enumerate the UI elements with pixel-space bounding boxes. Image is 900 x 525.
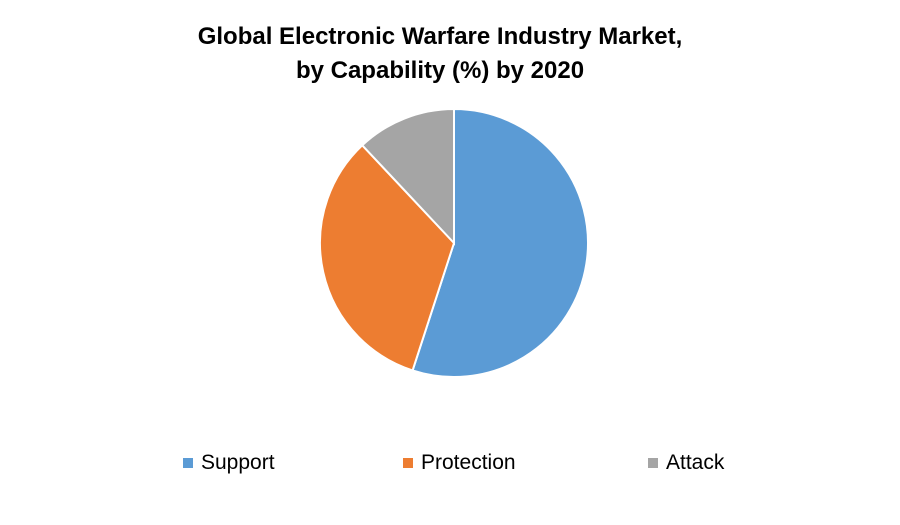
legend-item-support: Support — [183, 450, 275, 476]
legend-swatch-protection — [403, 458, 413, 468]
chart-title-line-1: Global Electronic Warfare Industry Marke… — [197, 23, 683, 50]
chart-legend: Support Protection Attack — [0, 450, 900, 476]
chart-title-line-2: by Capability (%) by 2020 — [295, 57, 585, 84]
legend-item-protection: Protection — [403, 450, 516, 476]
legend-item-attack: Attack — [648, 450, 724, 476]
chart-title: Global Electronic Warfare Industry Marke… — [0, 20, 880, 88]
legend-swatch-support — [183, 458, 193, 468]
legend-label-protection: Protection — [421, 451, 516, 474]
pie-slice-protection — [319, 143, 456, 372]
pie-slice-support — [411, 107, 589, 378]
legend-label-attack: Attack — [666, 451, 725, 474]
legend-label-support: Support — [201, 451, 275, 474]
legend-swatch-attack — [648, 458, 658, 468]
pie-slice-attack — [360, 107, 455, 246]
